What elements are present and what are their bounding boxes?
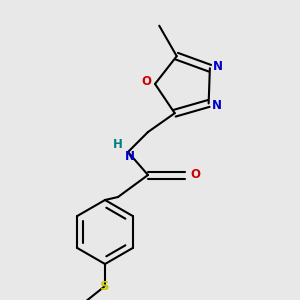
Text: N: N (125, 149, 135, 163)
Text: N: N (213, 60, 223, 73)
Text: N: N (212, 99, 222, 112)
Text: O: O (141, 76, 151, 88)
Text: H: H (113, 137, 123, 151)
Text: O: O (190, 169, 200, 182)
Text: S: S (100, 280, 110, 293)
